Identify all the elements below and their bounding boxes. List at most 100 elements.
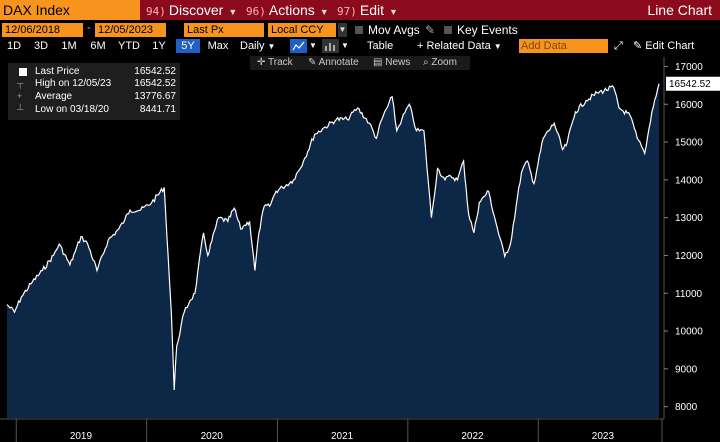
y-tick-label: 12000	[675, 251, 703, 262]
x-tick-label: 2022	[461, 431, 484, 442]
legend-low: ┴ Low on 03/18/20 8441.71	[8, 104, 180, 115]
caret-down-icon: ▼	[493, 42, 502, 51]
news-tool[interactable]: ▤ News	[373, 56, 410, 70]
frequency-label: Daily	[240, 40, 265, 52]
mov-avgs-label: Mov Avgs	[368, 23, 420, 37]
legend-value: 16542.52	[134, 66, 176, 77]
x-tick-label: 2020	[201, 431, 224, 442]
chart-type-dropdown-icon[interactable]: ▼	[309, 41, 317, 50]
mov-avgs-checkbox[interactable]	[355, 26, 363, 34]
key-events-checkbox[interactable]	[444, 26, 452, 34]
x-tick-label: 2021	[331, 431, 354, 442]
track-label: Track	[268, 57, 293, 68]
edit-menu-number: 97)	[337, 5, 357, 18]
pencil-icon: ✎	[308, 57, 317, 68]
x-tick-label: 2023	[592, 431, 615, 442]
last-value-box	[666, 76, 720, 91]
legend-swatch	[19, 68, 27, 76]
zoom-tool[interactable]: ⌕ Zoom	[423, 56, 457, 70]
actions-menu-label: Actions	[268, 2, 315, 18]
key-events-label: Key Events	[457, 23, 518, 37]
discover-menu-number: 94)	[146, 5, 166, 18]
range-1m[interactable]: 1M	[61, 40, 77, 52]
date-separator: -	[87, 22, 91, 34]
range-3d[interactable]: 3D	[33, 40, 49, 52]
pencil-icon[interactable]: ✎	[425, 23, 436, 37]
bar-chart-type-icon[interactable]	[322, 39, 339, 53]
wrench-icon: ✎	[633, 40, 643, 52]
high-marker-icon: ┬	[17, 78, 24, 88]
line-chart-type-icon[interactable]	[290, 39, 307, 53]
currency-select[interactable]: Local CCY	[268, 23, 336, 37]
range-ytd[interactable]: YTD	[118, 40, 140, 52]
y-tick-label: 9000	[675, 364, 698, 375]
zoom-label: Zoom	[431, 57, 457, 68]
last-value-label: 16542.52	[669, 79, 711, 90]
x-tick-label: 2019	[70, 431, 93, 442]
y-tick-label: 15000	[675, 138, 703, 149]
actions-menu[interactable]: 96) Actions ▼	[246, 0, 329, 20]
related-data-button[interactable]: + Related Data ▼	[417, 39, 502, 54]
track-tool[interactable]: ✛ Track	[257, 56, 293, 70]
legend-last-price[interactable]: Last Price 16542.52	[8, 66, 180, 77]
y-tick-label: 13000	[675, 213, 703, 224]
y-tick-label: 17000	[675, 62, 703, 73]
chart-legend: Last Price 16542.52 ┬ High on 12/05/23 1…	[8, 63, 180, 120]
start-date-field[interactable]: 12/06/2018	[2, 23, 83, 37]
price-line	[6, 83, 660, 391]
range-1d[interactable]: 1D	[6, 40, 22, 52]
frequency-select[interactable]: Daily ▼	[240, 39, 275, 54]
zoom-icon: ⌕	[423, 57, 429, 68]
expand-icon[interactable]: ⤢	[614, 40, 623, 52]
discover-menu-label: Discover	[168, 2, 224, 18]
news-label: News	[385, 57, 411, 68]
edit-chart-button[interactable]: ✎ Edit Chart	[633, 39, 694, 53]
range-max[interactable]: Max	[207, 40, 229, 52]
caret-down-icon: ▼	[389, 7, 398, 17]
annotate-tool[interactable]: ✎ Annotate	[308, 56, 359, 70]
y-tick-label: 11000	[675, 289, 703, 300]
y-tick-label: 16000	[675, 100, 703, 111]
discover-menu[interactable]: 94) Discover ▼	[146, 0, 237, 20]
annotate-label: Annotate	[318, 57, 359, 68]
caret-down-icon: ▼	[319, 7, 329, 17]
add-data-input[interactable]	[519, 39, 608, 53]
edit-menu-label: Edit	[359, 2, 384, 18]
actions-menu-number: 96)	[246, 5, 266, 18]
title-bar	[0, 0, 720, 20]
related-data-label: + Related Data	[417, 40, 491, 52]
crosshair-icon: ✛	[257, 57, 266, 68]
legend-average: + Average 13776.67	[8, 91, 180, 102]
currency-dropdown-icon[interactable]: ▼	[338, 23, 347, 37]
average-marker-icon: +	[17, 91, 23, 101]
price-area-fill	[7, 83, 659, 418]
range-5y[interactable]: 5Y	[176, 39, 200, 53]
chart-type-title: Line Chart	[647, 2, 712, 18]
legend-high: ┬ High on 12/05/23 16542.52	[8, 78, 180, 89]
low-marker-icon: ┴	[17, 104, 24, 114]
legend-value: 16542.52	[134, 78, 176, 89]
range-1y[interactable]: 1Y	[152, 40, 166, 52]
caret-down-icon: ▼	[267, 42, 276, 51]
legend-label: Low on 03/18/20	[35, 104, 109, 115]
legend-value: 8441.71	[139, 104, 176, 115]
edit-chart-label: Edit Chart	[645, 40, 695, 52]
y-tick-label: 10000	[675, 327, 703, 338]
end-date-field[interactable]: 12/05/2023	[95, 23, 166, 37]
caret-down-icon: ▼	[228, 7, 238, 17]
ticker-field[interactable]: DAX Index	[0, 0, 140, 20]
table-button[interactable]: Table	[367, 40, 394, 52]
chart-type2-dropdown-icon[interactable]: ▼	[341, 41, 349, 50]
y-tick-label: 8000	[675, 402, 698, 413]
news-icon: ▤	[373, 57, 383, 68]
y-tick-label: 14000	[675, 175, 703, 186]
price-field-select[interactable]: Last Px	[184, 23, 264, 37]
legend-label: Average	[35, 91, 73, 102]
edit-menu[interactable]: 97) Edit ▼	[337, 0, 398, 20]
legend-label: High on 12/05/23	[35, 78, 112, 89]
range-6m[interactable]: 6M	[90, 40, 106, 52]
legend-value: 13776.67	[134, 91, 176, 102]
chart-tools-bar	[250, 56, 470, 70]
legend-label: Last Price	[35, 66, 80, 77]
